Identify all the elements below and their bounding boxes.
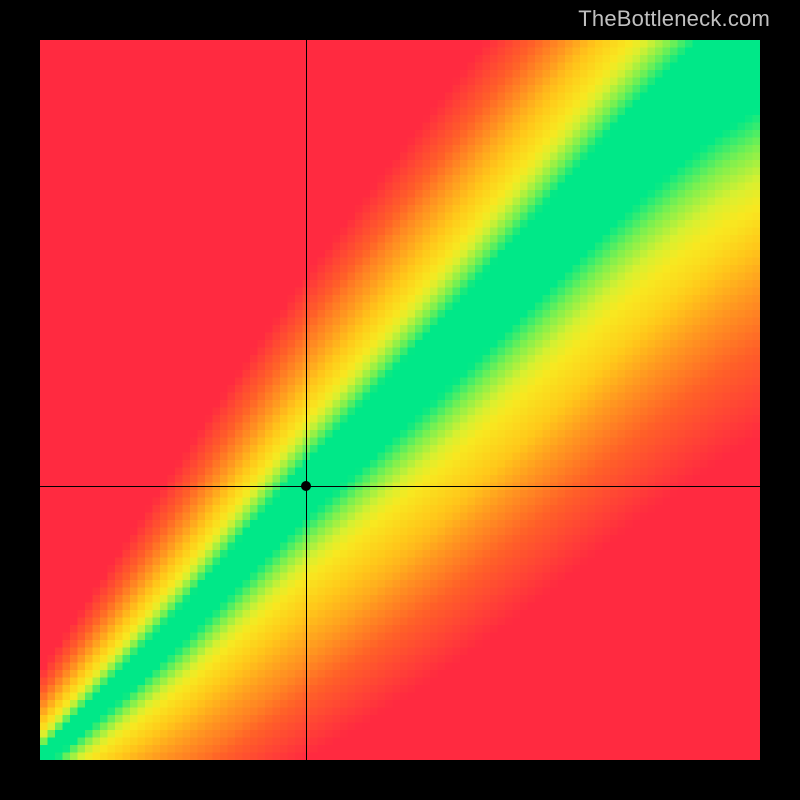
crosshair-horizontal [40,486,760,487]
crosshair-vertical [306,40,307,760]
heatmap-canvas [40,40,760,760]
crosshair-dot [301,481,311,491]
chart-container: TheBottleneck.com [0,0,800,800]
heatmap-plot [40,40,760,760]
watermark-text: TheBottleneck.com [578,6,770,32]
